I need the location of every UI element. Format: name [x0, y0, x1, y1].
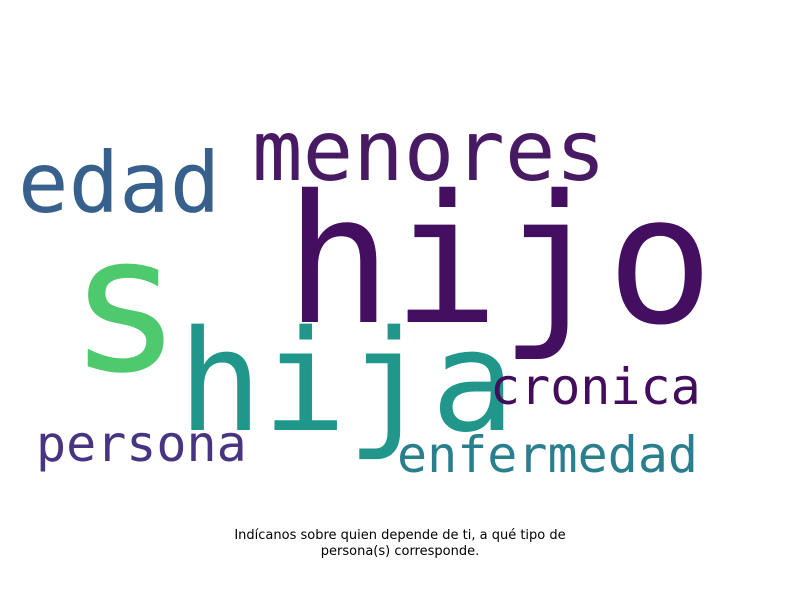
word-edad: edad — [18, 134, 220, 232]
word-enfermedad: enfermedad — [397, 426, 698, 484]
word-hija: hija — [178, 301, 515, 464]
word-s: s — [68, 194, 182, 415]
figure-caption: Indícanos sobre quien depende de ti, a q… — [150, 528, 650, 560]
caption-line-1: Indícanos sobre quien depende de ti, a q… — [234, 528, 566, 543]
caption-line-2: persona(s) corresponde. — [320, 544, 480, 559]
word-persona: persona — [36, 415, 247, 473]
word-hijo: hijo — [285, 157, 714, 364]
word-cronica: cronica — [490, 358, 701, 416]
word-menores: menores — [252, 102, 606, 200]
